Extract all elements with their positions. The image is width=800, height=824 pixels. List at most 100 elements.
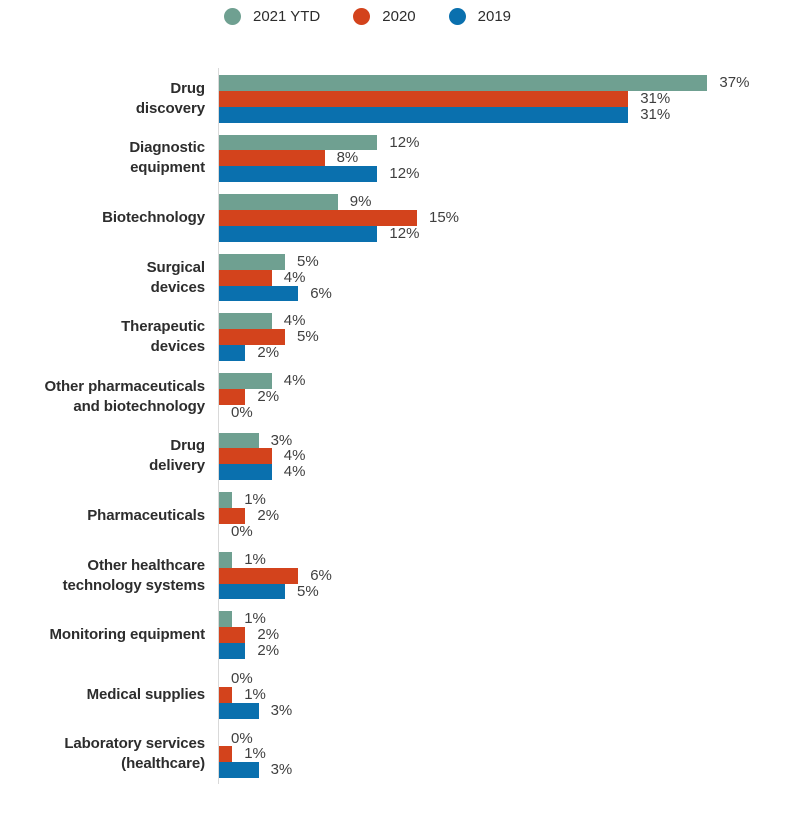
- bar-2020: [219, 388, 246, 405]
- category-label: Drug discovery: [135, 79, 205, 117]
- value-label: 8%: [336, 149, 359, 167]
- bar-2019: [219, 702, 259, 719]
- value-label: 4%: [283, 372, 306, 389]
- bar-2021-ytd: [219, 432, 259, 449]
- value-label: 4%: [283, 268, 306, 286]
- value-label: 37%: [719, 74, 750, 91]
- category-group: Monitoring equipment 1% 2% 2%: [0, 610, 800, 660]
- legend-dot-icon: [448, 8, 466, 25]
- legend-dot-icon: [353, 8, 371, 25]
- bar-2020: [219, 329, 285, 346]
- category-group: Medical supplies 0% 1% 3%: [0, 671, 800, 719]
- category-label: Pharmaceuticals: [87, 507, 205, 525]
- category-group: Drug discovery 37% 31% 31%: [0, 75, 800, 123]
- value-label: 2%: [257, 507, 280, 525]
- value-label: 2%: [257, 642, 280, 660]
- value-label: 2%: [257, 626, 280, 644]
- value-label: 2%: [257, 344, 280, 362]
- value-label: 5%: [297, 328, 319, 346]
- value-label: 1%: [244, 685, 266, 703]
- legend-item: 2021 YTD: [224, 8, 320, 25]
- bar-2020: [219, 567, 299, 584]
- bar-2019: [219, 464, 272, 481]
- category-group: Other pharmaceuticals and biotechnology 4…: [0, 373, 800, 421]
- bar-2020: [219, 508, 246, 524]
- category-group: Laboratory services (healthcare) 0% 1% 3%: [0, 729, 800, 779]
- category-label: Other pharmaceuticals and biotechnology: [44, 377, 206, 415]
- bar-2020: [219, 448, 272, 465]
- value-label: 0%: [231, 403, 253, 421]
- bar-2021-ytd: [219, 611, 233, 628]
- value-label: 0%: [231, 670, 253, 687]
- bar-2021-ytd: [219, 134, 378, 151]
- category-label: Therapeutic devices: [121, 318, 205, 356]
- category-label: Other healthcare technology systems: [62, 556, 206, 594]
- category-label: Biotechnology: [102, 209, 205, 227]
- value-label: 31%: [640, 89, 671, 107]
- bar-2020: [219, 210, 417, 226]
- value-label: 5%: [297, 252, 319, 270]
- category-group: Drug delivery 3% 4% 4%: [0, 431, 800, 481]
- bar-2021-ytd: [219, 253, 285, 270]
- legend: 2021 YTD 2020 2019: [224, 8, 511, 25]
- bar-2021-ytd: [219, 313, 272, 330]
- value-label: 3%: [270, 701, 293, 719]
- value-label: 1%: [244, 550, 266, 568]
- category-group: Biotechnology 9% 15% 12%: [0, 194, 800, 242]
- bar-2021-ytd: [219, 551, 233, 568]
- bar-2020: [219, 686, 233, 703]
- value-label: 12%: [389, 133, 420, 151]
- value-label: 1%: [244, 610, 266, 628]
- bar-2021-ytd: [219, 492, 233, 509]
- category-group: Diagnostic equipment 12% 8% 12%: [0, 133, 800, 183]
- bar-2021-ytd: [219, 194, 338, 211]
- bar-2019: [219, 643, 246, 660]
- legend-label: 2020: [382, 8, 416, 25]
- value-label: 3%: [270, 431, 293, 449]
- bar-2019: [219, 583, 285, 600]
- bar-2020: [219, 90, 629, 107]
- category-label: Diagnostic equipment: [129, 139, 205, 177]
- bar-2020: [219, 269, 272, 286]
- category-label: Drug delivery: [149, 437, 205, 475]
- value-label: 2%: [257, 387, 280, 405]
- bar-2020: [219, 746, 233, 763]
- legend-label: 2019: [477, 8, 512, 25]
- category-group: Other healthcare technology systems 1% 6% 5…: [0, 550, 800, 600]
- category-group: Surgical devices 5% 4% 6%: [0, 252, 800, 302]
- legend-dot-icon: [224, 8, 241, 25]
- value-label: 0%: [231, 729, 253, 747]
- bar-2019: [219, 225, 378, 242]
- value-label: 4%: [283, 463, 306, 481]
- bar-2019: [219, 345, 246, 362]
- category-label: Monitoring equipment: [49, 626, 206, 644]
- value-label: 12%: [389, 224, 420, 242]
- value-label: 5%: [297, 582, 319, 600]
- value-label: 0%: [231, 522, 253, 540]
- value-label: 9%: [349, 193, 372, 211]
- value-label: 31%: [640, 105, 671, 123]
- legend-item: 2019: [448, 8, 512, 25]
- legend-item: 2020: [353, 8, 416, 25]
- bar-2020: [219, 627, 246, 644]
- category-label: Laboratory services (healthcare): [64, 735, 205, 773]
- category-group: Therapeutic devices 4% 5% 2%: [0, 312, 800, 362]
- bar-2020: [219, 150, 325, 167]
- value-label: 3%: [270, 761, 293, 779]
- value-label: 4%: [283, 312, 306, 330]
- bar-2021-ytd: [219, 75, 708, 91]
- bar-2019: [219, 166, 378, 183]
- value-label: 15%: [429, 209, 460, 227]
- category-label: Surgical devices: [146, 258, 205, 296]
- bar-2021-ytd: [219, 373, 272, 389]
- legend-label: 2021 YTD: [253, 8, 321, 25]
- value-label: 6%: [310, 566, 332, 584]
- bar-2019: [219, 106, 629, 123]
- category-label: Medical supplies: [86, 685, 206, 703]
- value-label: 6%: [310, 284, 332, 302]
- value-label: 1%: [244, 745, 266, 763]
- bar-2019: [219, 762, 259, 779]
- value-label: 1%: [244, 491, 266, 509]
